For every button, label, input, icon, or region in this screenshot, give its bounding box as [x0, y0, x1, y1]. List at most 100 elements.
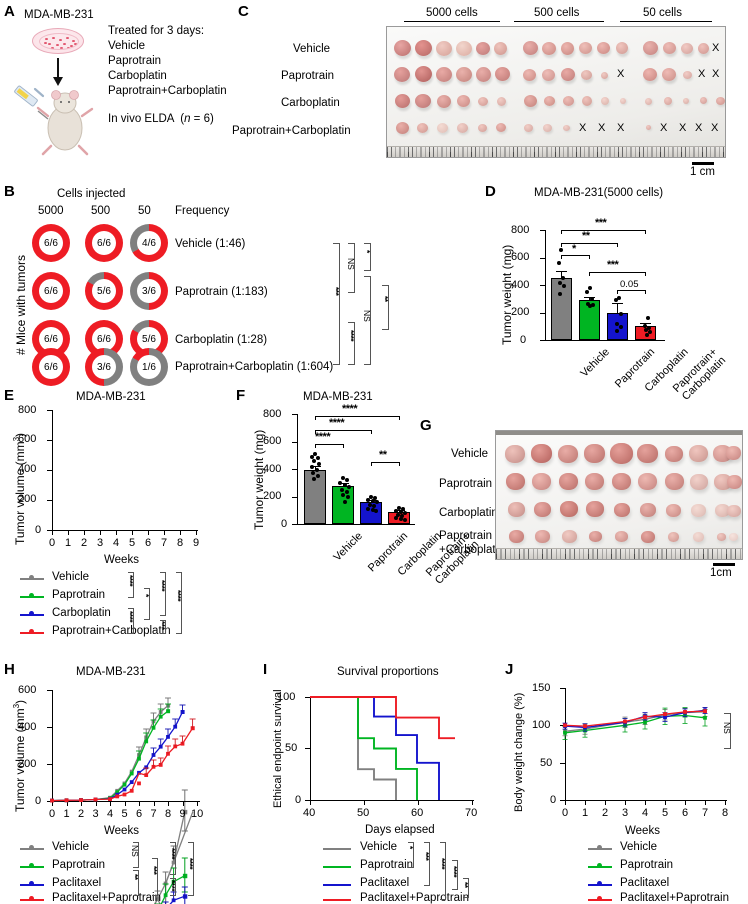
- panel-b-donut-value-r1c2: 3/6: [137, 279, 161, 303]
- sig-b-4star: ****: [346, 330, 356, 342]
- panel-j-legend-2: Paclitaxel: [620, 877, 670, 889]
- panel-e-legend-2: Carboplatin: [52, 607, 111, 619]
- sig-e-0: ****: [125, 575, 135, 587]
- sig-b-2star: **: [380, 296, 390, 302]
- panel-e-ytick-0: 0: [35, 524, 42, 536]
- panel-g-ruler: [496, 548, 742, 559]
- panel-h-ylabel: Tumor volume (mm3): [12, 699, 27, 812]
- panel-h-ytick-3: 600: [18, 684, 37, 696]
- sig-d-3star-inner: ***: [607, 259, 619, 271]
- panel-b-donut-value-r0c2: 4/6: [137, 231, 161, 255]
- panel-f-letter: F: [236, 387, 246, 404]
- panel-b-donut-r1c0: 6/6: [32, 272, 70, 310]
- panel-a-treatment-header: Treated for 3 days:: [108, 25, 205, 37]
- panel-h-xtick-3: 3: [92, 808, 99, 820]
- panel-c-row-label-0: Vehicle: [293, 43, 331, 55]
- panel-j-legend-3: Paclitaxel+Paprotrain: [620, 892, 729, 904]
- panel-b-donut-r0c2: 4/6: [130, 224, 168, 262]
- panel-b-donut-value-r2c0: 6/6: [39, 327, 63, 351]
- panel-b-donut-value-r1c0: 6/6: [39, 279, 63, 303]
- panel-c-tumor-photo: X X X X X X X X X X X X X X X: [386, 26, 726, 158]
- panel-h-legend-2: Paclitaxel: [52, 877, 102, 889]
- panel-d-title: MDA-MB-231(5000 cells): [534, 187, 664, 199]
- sig-i-5: **: [460, 882, 470, 888]
- panel-j-legend-1: Paprotrain: [620, 859, 674, 871]
- panel-j-xlabel: Weeks: [625, 825, 660, 837]
- panel-b-donut-r3c1: 3/6: [85, 348, 123, 386]
- panel-b-donut-r2c2: 5/6: [130, 320, 168, 358]
- panel-h-legend-1: Paprotrain: [52, 859, 106, 871]
- down-arrow-icon: [53, 58, 63, 86]
- panel-i-legend-2: Paclitaxel: [360, 877, 410, 889]
- panel-i-xtick-3: 70: [465, 807, 478, 819]
- panel-e-xtick-3: 3: [97, 537, 104, 549]
- panel-f-ytick-3: 600: [263, 435, 282, 447]
- sig-b-outer1: ***: [331, 287, 341, 296]
- panel-b-column-1: 500: [91, 205, 111, 217]
- bracket-b-4star: [348, 322, 355, 365]
- panel-c-header-rule-2: [620, 21, 712, 23]
- sig-h-6: ****: [185, 858, 195, 870]
- sig-f-2: ****: [315, 431, 331, 443]
- panel-c-row-label-3: Paprotrain+Carboplatin: [232, 125, 351, 137]
- panel-f-ytick-1: 200: [263, 490, 282, 502]
- panel-j-ytick-0: 0: [550, 794, 557, 806]
- panel-e-ytick-1: 200: [18, 493, 37, 505]
- panel-i-letter: I: [263, 661, 268, 678]
- panel-d-xtick-0: Vehicle: [578, 346, 612, 380]
- sig-i-3: ****: [449, 866, 459, 878]
- panel-b-row-label-2: Carboplatin (1:28): [175, 334, 268, 346]
- panel-d-ytick-0: 0: [520, 334, 527, 346]
- panel-i-yaxis: [310, 697, 312, 801]
- panel-h-xtick-6: 6: [136, 808, 143, 820]
- panel-g-tumor-photo: [495, 430, 743, 560]
- panel-a-letter: A: [4, 3, 15, 20]
- panel-h-legend-0: Vehicle: [52, 841, 90, 853]
- panel-a-treatment-1: Paprotrain: [108, 55, 162, 67]
- sig-f-3: **: [379, 449, 387, 461]
- panel-h-xlabel: Weeks: [104, 825, 139, 837]
- panel-e-legend-0: Vehicle: [52, 571, 90, 583]
- panel-j-xtick-2: 2: [602, 807, 609, 819]
- sig-d-2star: **: [582, 230, 590, 242]
- panel-j-xtick-3: 3: [622, 807, 629, 819]
- bracket-b-outer1: [333, 243, 340, 365]
- panel-j-legend-0: Vehicle: [620, 841, 658, 853]
- sig-h-2: ***: [149, 866, 159, 875]
- panel-g-row-label-2: Carboplatin: [439, 507, 498, 519]
- panel-i-xtick-2: 60: [411, 807, 424, 819]
- panel-b-column-2: 50: [138, 205, 151, 217]
- panel-d-xaxis: [545, 340, 665, 342]
- panel-b-donut-value-r3c1: 3/6: [92, 355, 116, 379]
- panel-j-xtick-0: 0: [562, 807, 569, 819]
- panel-j-plot: [562, 706, 708, 740]
- sig-h-1: **: [130, 874, 140, 880]
- panel-i-legend-1: Paprotrain: [360, 859, 414, 871]
- sig-i-2: ****: [437, 858, 447, 870]
- panel-e-ylabel: Tumor volume (mm3): [12, 432, 27, 545]
- panel-g-letter: G: [420, 417, 432, 434]
- panel-i-ytick-2: 100: [277, 691, 296, 703]
- panel-e-xlabel: Weeks: [104, 554, 139, 566]
- panel-i-ytick-1: 50: [285, 742, 298, 754]
- sig-e-2: ****: [157, 580, 167, 592]
- panel-e-xtick-9: 9: [193, 537, 200, 549]
- panel-d-ytick-4: 800: [511, 224, 530, 236]
- panel-c-row-label-2: Carboplatin: [281, 97, 340, 109]
- panel-a-cellline: MDA-MB-231: [24, 9, 94, 21]
- panel-b-donut-value-r1c1: 5/6: [92, 279, 116, 303]
- panel-j-ytick-3: 150: [532, 682, 551, 694]
- panel-e-xtick-0: 0: [49, 537, 56, 549]
- panel-b-donut-value-r0c0: 6/6: [39, 231, 63, 255]
- panel-h-xtick-1: 1: [63, 808, 70, 820]
- bracket-b-ns2: [364, 276, 371, 365]
- panel-c-scalebar-label: 1 cm: [690, 166, 715, 178]
- panel-a-assay-label: In vivo ELDA (n = 6): [108, 113, 214, 125]
- panel-b-row-label-0: Vehicle (1:46): [175, 238, 246, 250]
- panel-f-yaxis: [297, 414, 299, 525]
- panel-a-treatment-2: Carboplatin: [108, 70, 167, 82]
- panel-e-title: MDA-MB-231: [76, 391, 146, 403]
- mouse-illustration: [14, 85, 94, 156]
- panel-g-scalebar-label: 1cm: [710, 567, 732, 579]
- panel-j-ylabel: Body weight change (%): [513, 692, 525, 812]
